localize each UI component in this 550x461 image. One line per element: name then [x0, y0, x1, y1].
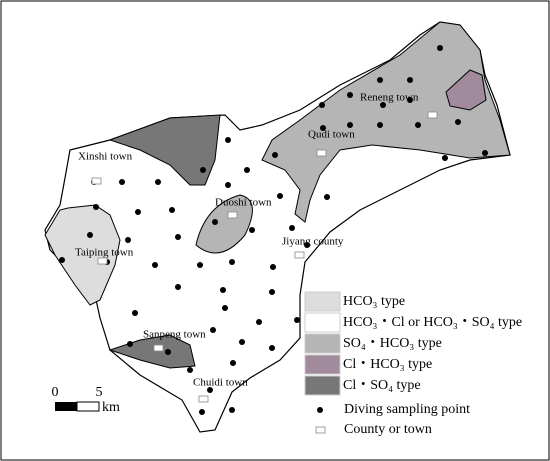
sampling-point — [175, 234, 181, 240]
sampling-point — [87, 232, 93, 238]
legend-label: Cl・HCO₃ type — [343, 357, 432, 372]
legend-label: HCO₃ type — [343, 294, 405, 309]
sampling-point — [270, 264, 276, 270]
legend-swatch — [304, 354, 341, 375]
sampling-point — [127, 341, 133, 347]
legend: HCO₃ type HCO₃・Cl or HCO₃・SO₄ type SO₄・HCO… — [304, 291, 522, 437]
town-icon — [227, 211, 238, 219]
scale-unit: km — [102, 400, 120, 415]
sampling-point — [244, 167, 250, 173]
sampling-point — [155, 179, 161, 185]
sampling-point — [272, 152, 278, 158]
legend-label: SO₄・HCO₃ type — [343, 336, 442, 351]
legend-swatch — [304, 375, 341, 396]
cl-so4-zone — [108, 114, 221, 186]
sampling-point — [256, 319, 262, 325]
town-label: Qudi town — [308, 129, 355, 141]
town-icon — [153, 344, 164, 352]
sampling-point — [377, 77, 383, 83]
legend-label: Cl・SO₄ type — [343, 378, 421, 393]
scale-label: 5 — [96, 385, 103, 400]
cl-hco3-zone — [445, 69, 487, 111]
sampling-point — [455, 119, 461, 125]
sampling-point — [294, 317, 300, 323]
sampling-point — [319, 102, 325, 108]
sampling-point — [59, 257, 65, 263]
sampling-point — [132, 310, 138, 316]
legend-swatch — [304, 333, 341, 354]
sampling-point — [175, 284, 181, 290]
sampling-point — [269, 345, 275, 351]
legend-swatch — [304, 312, 341, 333]
sampling-point — [207, 387, 213, 393]
town-icon — [97, 257, 108, 265]
sampling-point — [165, 349, 171, 355]
sampling-point — [415, 122, 421, 128]
sampling-point — [187, 367, 193, 373]
sampling-point — [230, 360, 236, 366]
legend-label: County or town — [344, 422, 432, 437]
sampling-point — [135, 209, 141, 215]
sampling-point — [229, 407, 235, 413]
sampling-point — [347, 92, 353, 98]
sampling-point — [320, 125, 326, 131]
sampling-point — [93, 204, 99, 210]
sampling-point — [212, 219, 218, 225]
sampling-point — [437, 45, 443, 51]
town-label: Reneng town — [360, 92, 419, 104]
sampling-point — [119, 179, 125, 185]
sampling-point — [482, 150, 488, 156]
sampling-point — [277, 193, 283, 199]
sampling-point — [222, 305, 228, 311]
sampling-point — [269, 289, 275, 295]
town-icon — [316, 149, 327, 157]
sampling-point — [220, 287, 226, 293]
so4-hco3-zone — [195, 194, 253, 254]
sampling-point — [225, 182, 231, 188]
legend-swatch — [304, 291, 341, 312]
sampling-point — [324, 194, 330, 200]
sampling-point — [442, 155, 448, 161]
town-label: Sanpeng town — [143, 329, 206, 341]
town-label: Taiping town — [75, 247, 134, 259]
sampling-point — [249, 227, 255, 233]
town-labels: Reneng town Qudi town Xinshi town Duoshi to… — [75, 92, 438, 403]
hco3-zone — [44, 204, 121, 306]
sampling-point — [197, 262, 203, 268]
sampling-point — [407, 97, 413, 103]
town-label: Xinshi town — [78, 151, 133, 163]
legend-icon — [315, 426, 326, 434]
town-label: Chuidi town — [193, 377, 248, 389]
sampling-point — [225, 137, 231, 143]
so4-hco3-zone — [261, 21, 511, 223]
sampling-point — [125, 237, 131, 243]
legend-label: HCO₃・Cl or HCO₃・SO₄ type — [343, 315, 522, 330]
town-icon — [294, 251, 305, 259]
sampling-point — [199, 409, 205, 415]
sampling-point — [347, 122, 353, 128]
sampling-point — [210, 327, 216, 333]
sampling-point — [289, 225, 295, 231]
sampling-point — [229, 259, 235, 265]
legend-label: Diving sampling point — [344, 402, 470, 417]
town-icon — [427, 111, 438, 119]
sampling-point — [239, 339, 245, 345]
town-icon — [198, 395, 209, 403]
legend-point — [317, 407, 323, 413]
scale-segment — [76, 401, 100, 412]
sampling-point — [304, 242, 310, 248]
sampling-point — [200, 167, 206, 173]
sampling-point — [380, 102, 386, 108]
scale-bar: 0 5 km — [52, 385, 121, 415]
town-icon — [91, 177, 102, 185]
town-label: Duoshi town — [215, 197, 272, 209]
town-label: Jiyang county — [282, 236, 344, 248]
scale-label: 0 — [52, 385, 59, 400]
sampling-point — [169, 207, 175, 213]
scale-segment — [55, 402, 77, 411]
sampling-point — [407, 77, 413, 83]
sampling-point — [152, 262, 158, 268]
sampling-point — [377, 122, 383, 128]
